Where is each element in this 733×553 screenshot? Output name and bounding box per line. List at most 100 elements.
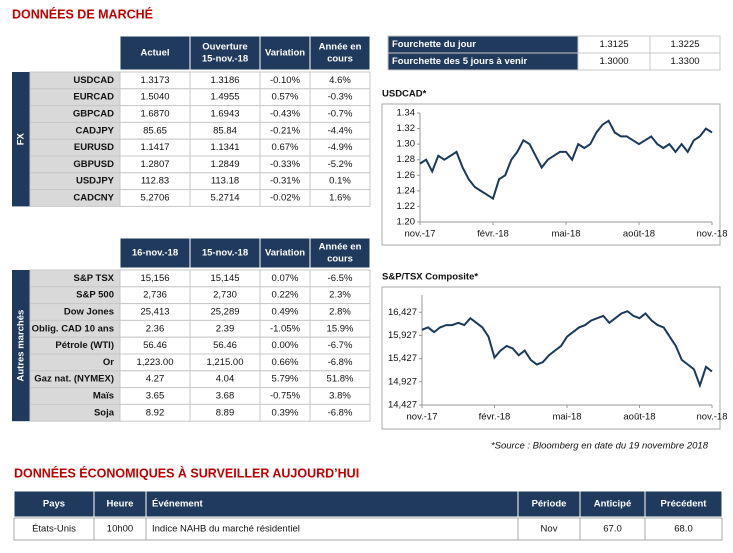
x-tick-label: août-18 <box>623 229 655 240</box>
row-label: USDCAD <box>73 75 114 86</box>
cell-value: 4.04 <box>216 374 235 385</box>
x-tick-label: nov.-18 <box>697 229 728 240</box>
header-cell <box>579 490 646 518</box>
column-header: 16-nov.-18 <box>132 248 178 259</box>
cell-value: 1.3173 <box>140 75 169 86</box>
column-header: Année en <box>319 42 362 53</box>
side-band <box>12 270 30 422</box>
cell-value: 15.9% <box>327 323 354 334</box>
y-tick-label: 1.24 <box>397 185 416 196</box>
cell-value: -6.5% <box>328 273 353 284</box>
cell-value: -6.8% <box>328 357 353 368</box>
cell-value: 56.46 <box>143 340 167 351</box>
cell-value: 3.65 <box>146 391 165 402</box>
cell-value: 2.39 <box>216 323 235 334</box>
cell-value: 3.68 <box>216 391 235 402</box>
cell <box>309 403 371 422</box>
cell-value: Indice NAHB du marché résidentiel <box>152 524 300 535</box>
side-label: FX <box>16 132 27 145</box>
column-header: 15-nov.-18 <box>202 54 248 65</box>
column-header: Actuel <box>140 48 169 59</box>
column-header: cours <box>327 54 353 65</box>
y-tick-label: 15,427 <box>388 353 417 364</box>
cell-value: 5.2706 <box>140 193 169 204</box>
row-label: Oblig. CAD 10 ans <box>32 323 114 334</box>
cell-value: 56.46 <box>213 340 237 351</box>
cell-value: 51.8% <box>327 374 354 385</box>
cell-value: 112.83 <box>141 176 169 187</box>
side-label: Autres marchés <box>16 310 27 382</box>
chart-title: USDCAD* <box>382 89 427 100</box>
y-tick-label: 1.20 <box>397 217 416 228</box>
cell-value: 1.2849 <box>210 159 239 170</box>
cell <box>644 517 723 541</box>
cell-value: 0.67% <box>272 142 299 153</box>
chart-frame <box>381 103 721 246</box>
cell-value: -6.8% <box>328 407 353 418</box>
cell-value: 0.49% <box>272 307 299 318</box>
x-tick-label: août-18 <box>623 412 655 423</box>
cell-value: 1.3186 <box>210 75 239 86</box>
cell-value: -0.7% <box>328 109 353 120</box>
cell-value: 0.00% <box>272 340 299 351</box>
y-tick-label: 1.34 <box>397 108 416 119</box>
header-cell <box>259 35 311 71</box>
cell-value: -0.10% <box>270 75 301 86</box>
cell-value: -0.3% <box>328 92 353 103</box>
column-header: Pays <box>43 499 65 510</box>
x-tick-label: févr.-18 <box>479 412 511 423</box>
cell-value: -6.7% <box>328 340 353 351</box>
row-label: Fourchette du jour <box>392 39 476 50</box>
header-cell <box>644 490 723 518</box>
cell-value: 1.6% <box>329 193 351 204</box>
cell-value: 10h00 <box>107 524 133 535</box>
cell-value: 3.8% <box>329 391 351 402</box>
cell-value: 1.1341 <box>210 142 239 153</box>
cell-value: 85.65 <box>143 125 167 136</box>
cell <box>309 189 371 207</box>
y-tick-label: 14,427 <box>388 400 417 411</box>
cell-value: 4.6% <box>329 75 351 86</box>
cell-value: 25,413 <box>140 307 169 318</box>
y-tick-label: 16,427 <box>388 307 417 318</box>
cell-value: 1.2807 <box>140 159 169 170</box>
column-header: Précédent <box>661 499 708 510</box>
x-tick-label: févr.-18 <box>477 229 509 240</box>
cell-value: -5.2% <box>328 159 353 170</box>
row-label: GBPCAD <box>73 109 114 120</box>
column-header: Variation <box>265 48 305 59</box>
cell-value: 4.27 <box>146 374 165 385</box>
cell-value: 1.3300 <box>670 56 699 67</box>
header-cell <box>189 237 261 269</box>
cell-value: -4.9% <box>328 142 353 153</box>
line-series <box>421 310 713 389</box>
cell-value: 1,223.00 <box>137 357 174 368</box>
row-label: Gaz nat. (NYMEX) <box>34 374 114 385</box>
section-title: DONNÉES ÉCONOMIQUES À SURVEILLER AUJOURD… <box>14 465 359 480</box>
cell-value: 1.4955 <box>210 92 239 103</box>
cell-value: 1.3125 <box>599 39 628 50</box>
y-tick-label: 1.26 <box>397 170 416 181</box>
line-series <box>419 119 713 201</box>
header-cell <box>309 35 371 71</box>
cell-value: -0.75% <box>270 391 301 402</box>
header-cell <box>13 490 95 518</box>
row-label: Pétrole (WTI) <box>55 340 114 351</box>
row-label: Or <box>103 357 114 368</box>
cell-value: 67.0 <box>603 524 622 535</box>
y-tick-label: 1.30 <box>397 139 416 150</box>
cell-value: 1.3225 <box>670 39 699 50</box>
x-tick-label: nov.-18 <box>697 412 728 423</box>
y-tick-label: 1.32 <box>397 123 416 134</box>
cell-value: 5.2714 <box>210 193 239 204</box>
side-band <box>12 72 30 207</box>
cell-value: 0.39% <box>272 407 299 418</box>
row-label: Fourchette des 5 jours à venir <box>392 56 527 67</box>
row-label: USDJPY <box>76 176 115 187</box>
row-label: S&P 500 <box>76 290 114 301</box>
column-header: Année en <box>319 242 362 253</box>
cell-value: 0.07% <box>272 273 299 284</box>
y-tick-label: 1.28 <box>397 154 416 165</box>
header-cell <box>517 490 581 518</box>
